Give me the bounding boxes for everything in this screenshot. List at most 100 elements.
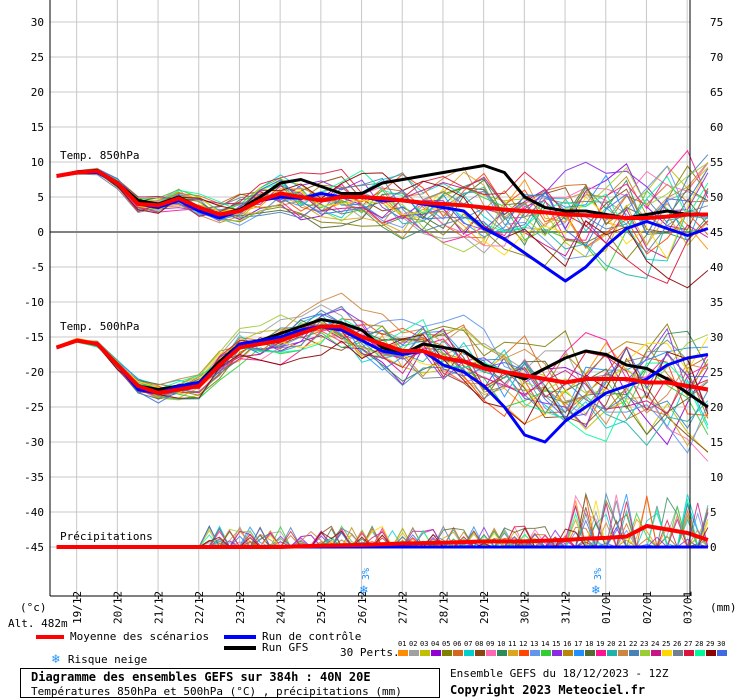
pert-legend-label: 03 <box>420 640 429 648</box>
x-date-label: 25/12 <box>315 591 328 624</box>
pert-legend-item: 18 <box>585 640 595 658</box>
left-tick-label: 20 <box>31 86 44 99</box>
left-tick-label: -5 <box>31 261 44 274</box>
chart-grid <box>50 0 690 596</box>
right-tick-label: 20 <box>710 401 723 414</box>
x-date-label: 02/01 <box>641 591 654 624</box>
pert-legend-item: 29 <box>706 640 716 658</box>
pert-legend-item: 08 <box>475 640 485 658</box>
pert-legend-swatch <box>442 650 452 656</box>
pert-line <box>56 319 709 436</box>
pert-legend-label: 16 <box>563 640 572 648</box>
right-tick-label: 25 <box>710 366 723 379</box>
left-tick-label: 30 <box>31 16 44 29</box>
pert-legend-swatch <box>607 650 617 656</box>
x-date-label: 21/12 <box>152 591 165 624</box>
x-axis-ticks: 19/12 20/12 21/12 22/12 23/12 24/12 25/12 26/12… <box>71 591 695 624</box>
legend-snow: ❄ Risque neige <box>52 652 147 667</box>
pert-legend-label: 09 <box>486 640 495 648</box>
series-precip-moyenne-des-sc-narios <box>56 524 709 549</box>
pert-legend-item: 03 <box>420 640 430 658</box>
pert-legend-item: 01 <box>398 640 408 658</box>
right-tick-label: 65 <box>710 86 723 99</box>
right-tick-label: 70 <box>710 51 723 64</box>
pert-line <box>56 169 709 259</box>
left-tick-label: 5 <box>37 191 44 204</box>
pert-legend-item: 04 <box>431 640 441 658</box>
legend-perts-label: 30 Perts. <box>340 646 400 659</box>
pert-legend-item: 14 <box>541 640 551 658</box>
pert-legend-item: 30 <box>717 640 727 658</box>
pert-legend-label: 28 <box>695 640 704 648</box>
pert-line <box>56 309 709 430</box>
main-series <box>55 164 709 549</box>
pert-legend-item: 20 <box>607 640 617 658</box>
snowflake-icon: ❄ <box>591 583 600 598</box>
pert-legend-label: 10 <box>497 640 506 648</box>
pert-legend-item: 12 <box>519 640 529 658</box>
pert-legend-swatch <box>717 650 727 656</box>
pert-legend-item: 09 <box>486 640 496 658</box>
pert-line <box>56 170 709 289</box>
pert-legend-label: 14 <box>541 640 550 648</box>
pert-legend-swatch <box>706 650 716 656</box>
pert-legend-swatch <box>563 650 573 656</box>
right-tick-label: 75 <box>710 16 723 29</box>
pert-legend-item: 06 <box>453 640 463 658</box>
pert-legend-swatch <box>662 650 672 656</box>
legend-control-label: Run de contrôle <box>262 630 362 643</box>
pert-legend-swatch <box>541 650 551 656</box>
pert-legend-label: 12 <box>519 640 528 648</box>
legend-gfs-swatch <box>224 645 256 650</box>
pert-legend-label: 29 <box>706 640 715 648</box>
left-tick-label: -35 <box>24 471 44 484</box>
footer-info-box: Diagramme des ensembles GEFS sur 384h : … <box>20 668 440 698</box>
right-axis-unit: (mm) <box>710 601 737 614</box>
pert-legend-label: 02 <box>409 640 418 648</box>
pert-legend-label: 22 <box>629 640 638 648</box>
perturbation-legend: 01 02 03 04 05 06 07 08 09 10 11 12 13 14 15 16 17 18 19 20… <box>398 640 738 660</box>
right-tick-label: 45 <box>710 226 723 239</box>
left-tick-label: -40 <box>24 506 44 519</box>
left-tick-label: -30 <box>24 436 44 449</box>
section-label-t500: Temp. 500hPa <box>60 320 139 333</box>
pert-legend-swatch <box>629 650 639 656</box>
pert-legend-item: 27 <box>684 640 694 658</box>
pert-legend-label: 01 <box>398 640 407 648</box>
footer-title: Diagramme des ensembles GEFS sur 384h : … <box>31 670 371 684</box>
pert-legend-item: 15 <box>552 640 562 658</box>
x-date-label: 26/12 <box>356 591 369 624</box>
series-t500-moyenne-des-sc-narios <box>55 324 709 395</box>
pert-legend-swatch <box>695 650 705 656</box>
snow-pct-label: 3% <box>593 568 604 580</box>
pert-legend-label: 07 <box>464 640 473 648</box>
right-tick-label: 30 <box>710 331 723 344</box>
pert-legend-swatch <box>420 650 430 656</box>
pert-legend-label: 24 <box>651 640 660 648</box>
x-date-label: 27/12 <box>397 591 410 624</box>
pert-legend-label: 25 <box>662 640 671 648</box>
pert-legend-label: 21 <box>618 640 627 648</box>
pert-line <box>56 169 709 233</box>
snow-pct-label: 3% <box>361 568 372 580</box>
x-date-label: 30/12 <box>519 591 532 624</box>
section-label-precip: Précipitations <box>60 530 153 543</box>
pert-legend-swatch <box>651 650 661 656</box>
perts-label-text: 30 Perts. <box>340 646 400 659</box>
pert-line <box>56 313 708 419</box>
pert-legend-label: 13 <box>530 640 539 648</box>
legend-mean: Moyenne des scénarios <box>36 630 209 643</box>
legend-mean-label: Moyenne des scénarios <box>70 630 210 643</box>
pert-legend-item: 17 <box>574 640 584 658</box>
snowflake-icon: ❄ <box>359 583 368 598</box>
pert-legend-item: 22 <box>629 640 639 658</box>
series-t850-moyenne-des-sc-narios <box>56 169 708 220</box>
pert-legend-item: 25 <box>662 640 672 658</box>
legend-gfs-label: Run GFS <box>262 641 309 654</box>
pert-legend-label: 08 <box>475 640 484 648</box>
section-label-t850: Temp. 850hPa <box>60 149 139 162</box>
legend-gfs: Run GFS <box>224 641 308 654</box>
pert-legend-label: 20 <box>607 640 616 648</box>
